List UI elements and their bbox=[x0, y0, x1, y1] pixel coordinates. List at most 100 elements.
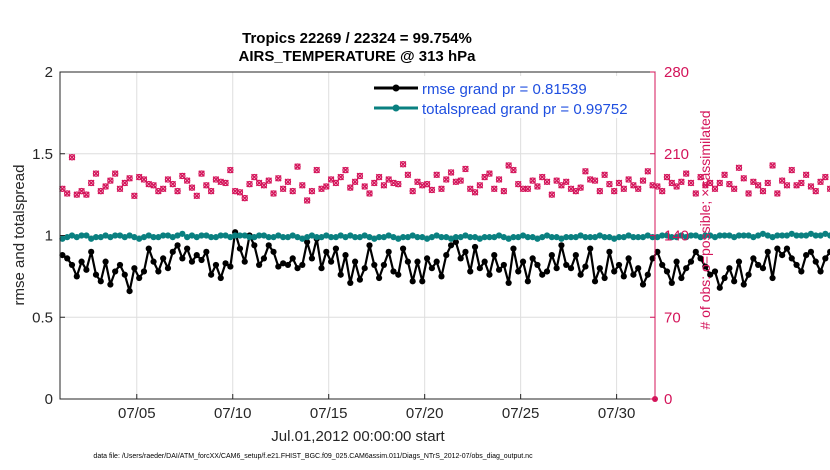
totalspread-point bbox=[625, 232, 632, 239]
obs-possible-marker bbox=[356, 172, 364, 180]
obs-possible-marker bbox=[294, 163, 301, 170]
obs-assimilated-marker bbox=[126, 174, 133, 182]
totalspread-point bbox=[683, 234, 690, 241]
rmse-point bbox=[745, 271, 752, 278]
obs-assimilated-marker bbox=[788, 166, 796, 174]
obs-assimilated-marker bbox=[807, 183, 815, 190]
rmse-point bbox=[212, 261, 220, 269]
y-right-tick-label: 280 bbox=[664, 64, 689, 81]
y-tick-label: 0.5 bbox=[32, 309, 53, 326]
obs-possible-marker bbox=[558, 182, 565, 189]
obs-assimilated-marker bbox=[668, 179, 676, 187]
rmse-point bbox=[582, 263, 589, 270]
obs-possible-marker bbox=[366, 190, 373, 197]
totalspread-point bbox=[635, 234, 642, 241]
obs-possible-marker bbox=[822, 173, 829, 181]
totalspread-point bbox=[788, 230, 795, 237]
totalspread-point bbox=[611, 235, 618, 242]
totalspread-point bbox=[563, 234, 570, 241]
rmse-point bbox=[793, 261, 800, 269]
obs-assimilated-marker bbox=[692, 190, 700, 197]
obs-assimilated-marker bbox=[481, 173, 488, 181]
obs-possible-marker bbox=[131, 192, 138, 199]
totalspread-point bbox=[179, 230, 186, 237]
x-tick-label: 07/20 bbox=[406, 405, 444, 422]
rmse-point bbox=[606, 248, 613, 255]
obs-assimilated-marker bbox=[73, 191, 81, 198]
rmse-point bbox=[543, 268, 551, 275]
totalspread-point bbox=[476, 235, 483, 242]
rmse-point bbox=[251, 242, 258, 249]
rmse-point bbox=[625, 255, 632, 262]
obs-assimilated-marker bbox=[548, 191, 556, 198]
rmse-point bbox=[361, 265, 368, 272]
totalspread-point bbox=[236, 232, 244, 239]
obs-assimilated-marker bbox=[452, 178, 460, 186]
obs-assimilated-marker bbox=[433, 171, 440, 179]
rmse-point bbox=[193, 252, 200, 259]
obs-assimilated-marker bbox=[558, 181, 565, 189]
rmse-point bbox=[611, 268, 618, 275]
rmse-point bbox=[481, 258, 488, 265]
rmse-point bbox=[256, 261, 263, 269]
totalspread-point bbox=[519, 232, 527, 239]
obs-possible-marker bbox=[606, 180, 613, 188]
rmse-point bbox=[687, 258, 695, 265]
totalspread-point bbox=[639, 234, 647, 241]
obs-assimilated-marker bbox=[318, 185, 325, 193]
obs-assimilated-marker bbox=[538, 173, 546, 181]
obs-assimilated-marker bbox=[193, 192, 201, 200]
obs-assimilated-marker bbox=[812, 187, 820, 195]
obs-assimilated-marker bbox=[83, 191, 90, 198]
obs-assimilated-marker bbox=[447, 169, 455, 176]
rmse-point bbox=[328, 258, 335, 265]
obs-possible-marker bbox=[620, 185, 628, 192]
rmse-point bbox=[558, 242, 565, 249]
obs-assimilated-marker bbox=[466, 185, 474, 193]
obs-possible-marker bbox=[279, 185, 287, 192]
obs-assimilated-marker bbox=[735, 164, 743, 172]
obs-assimilated-marker bbox=[217, 178, 225, 186]
obs-possible-marker bbox=[697, 173, 704, 181]
obs-possible-marker bbox=[769, 162, 776, 169]
obs-assimilated-marker bbox=[663, 173, 671, 181]
rmse-point bbox=[375, 274, 383, 282]
x-tick-label: 07/10 bbox=[214, 405, 252, 422]
obs-assimilated-marker bbox=[438, 185, 445, 193]
rmse-point bbox=[452, 238, 459, 246]
totalspread-point bbox=[256, 232, 263, 239]
obs-possible-marker bbox=[788, 166, 795, 174]
rmse-point bbox=[399, 245, 407, 252]
totalspread-point bbox=[769, 234, 776, 241]
obs-assimilated-marker bbox=[87, 179, 95, 187]
obs-assimilated-marker bbox=[625, 176, 632, 183]
totalspread-point bbox=[481, 234, 488, 241]
obs-assimilated-marker bbox=[294, 163, 301, 170]
obs-assimilated-marker bbox=[361, 183, 368, 190]
obs-possible-marker bbox=[97, 187, 104, 195]
obs-possible-marker bbox=[495, 176, 503, 183]
totalspread-point bbox=[500, 234, 507, 241]
rmse-point bbox=[615, 261, 623, 269]
totalspread-point bbox=[188, 232, 196, 239]
obs-assimilated-marker bbox=[222, 179, 229, 187]
totalspread-point bbox=[467, 234, 474, 241]
obs-assimilated-marker bbox=[740, 174, 748, 182]
rmse-point bbox=[721, 274, 728, 282]
rmse-point bbox=[774, 245, 781, 252]
y-right-tick-label: 0 bbox=[664, 391, 672, 408]
totalspread-point bbox=[812, 232, 819, 239]
totalspread-point bbox=[361, 232, 368, 239]
obs-assimilated-marker bbox=[409, 187, 416, 195]
legend-background bbox=[364, 76, 648, 118]
obs-assimilated-marker bbox=[721, 171, 728, 179]
obs-assimilated-marker bbox=[97, 187, 105, 195]
obs-assimilated-marker bbox=[639, 177, 647, 184]
obs-assimilated-marker bbox=[442, 176, 450, 183]
rmse-point bbox=[673, 258, 680, 265]
totalspread-point bbox=[510, 234, 517, 241]
totalspread-point bbox=[582, 234, 589, 241]
obs-assimilated-marker bbox=[793, 181, 800, 189]
obs-possible-marker bbox=[754, 182, 762, 189]
obs-assimilated-marker bbox=[759, 187, 767, 195]
